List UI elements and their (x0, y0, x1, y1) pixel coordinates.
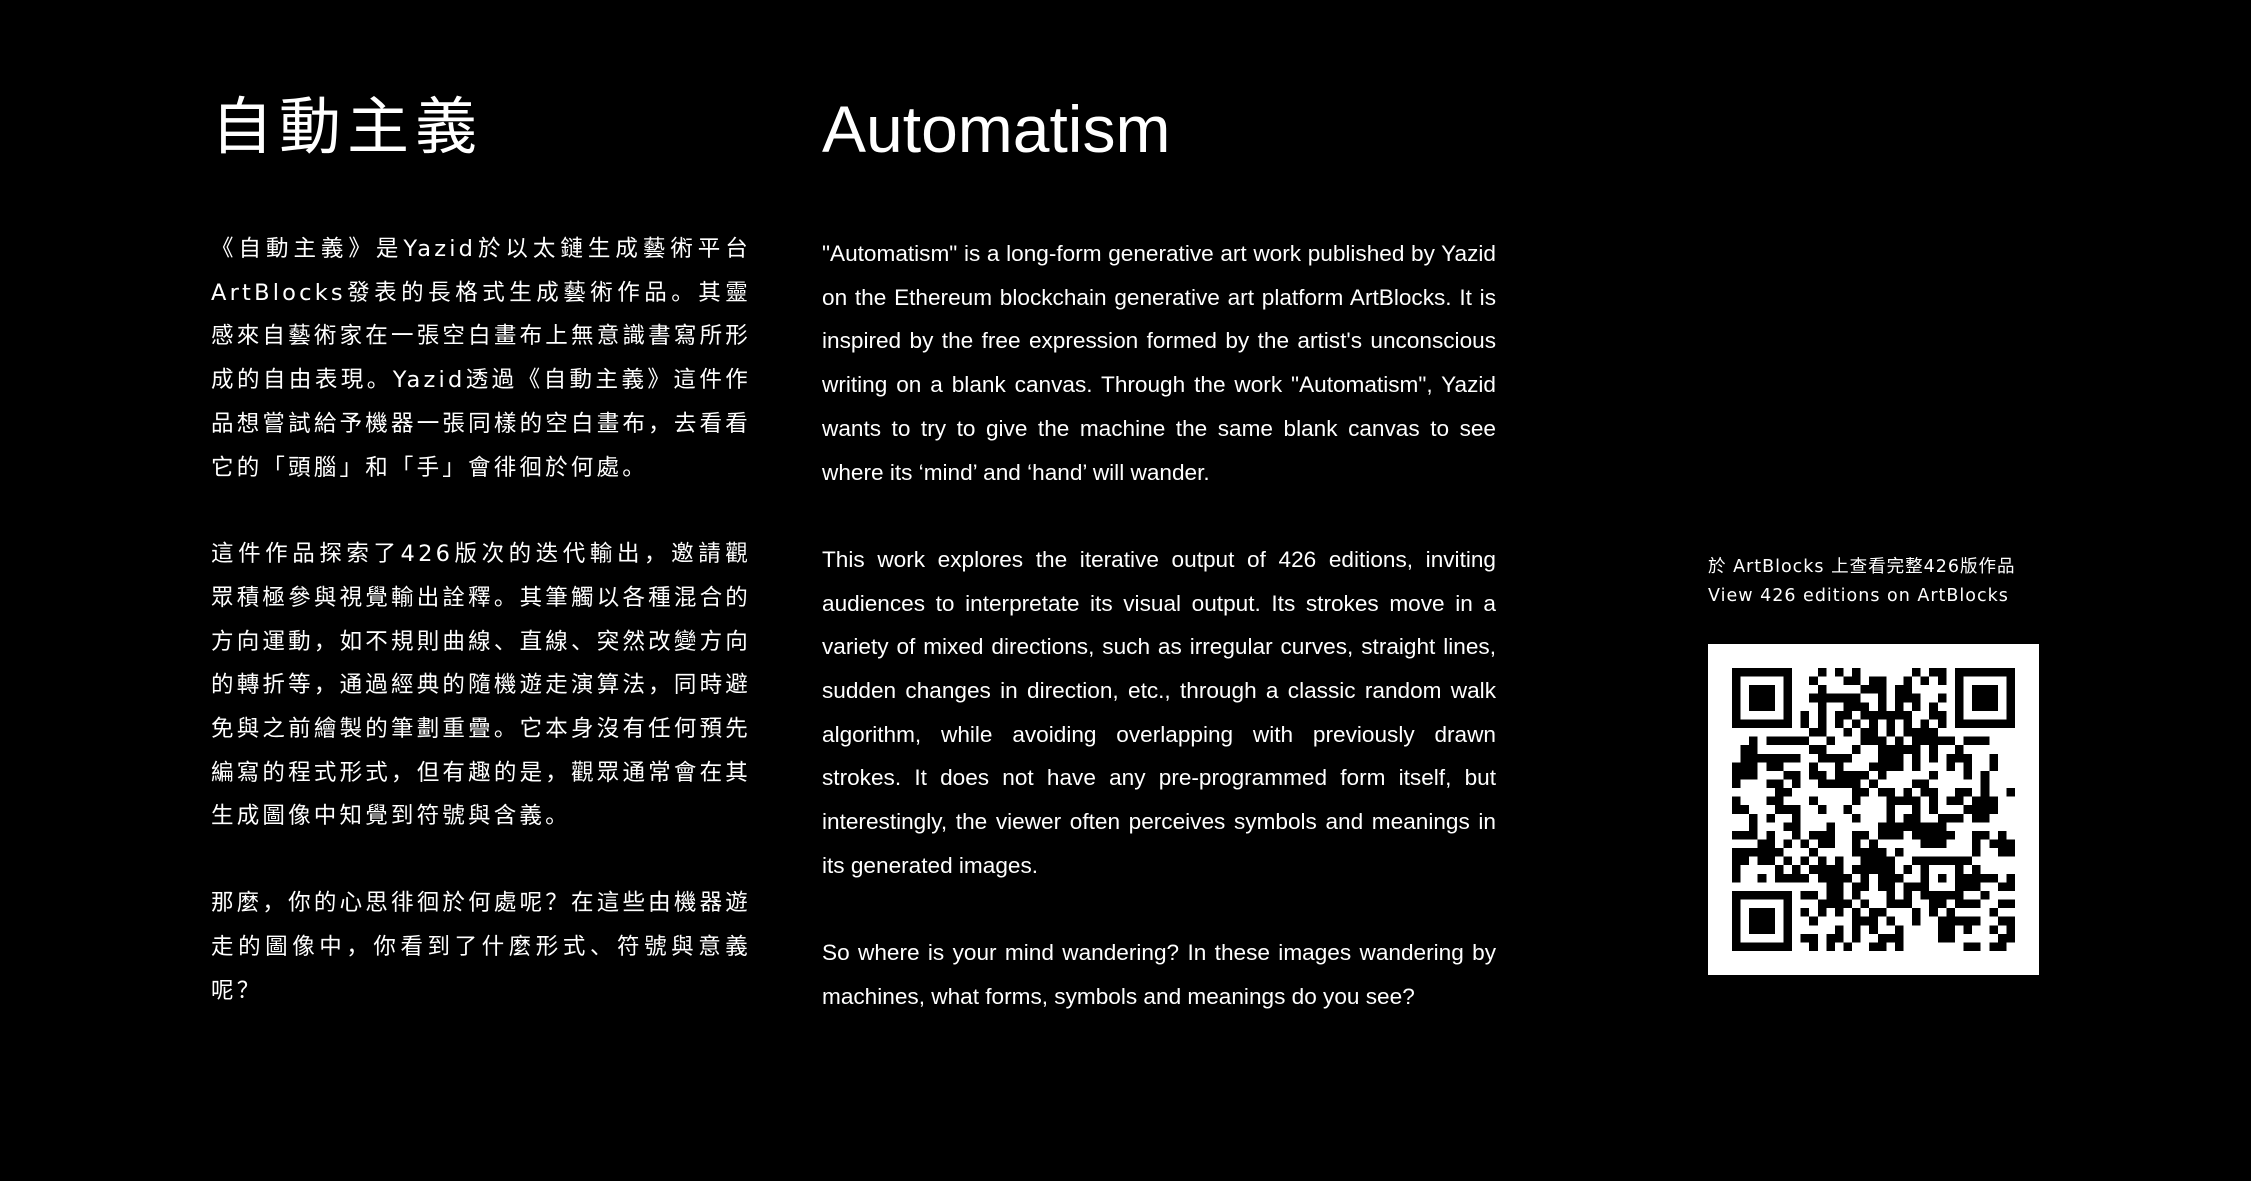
english-column: Automatism "Automatism" is a long-form g… (822, 96, 1496, 1062)
qr-block: 於 ArtBlocks 上查看完整426版作品 View 426 edition… (1708, 553, 2039, 975)
english-title: Automatism (822, 92, 1171, 166)
english-paragraph-2: This work explores the iterative output … (822, 546, 1496, 878)
qr-caption-english: View 426 editions on ArtBlocks (1708, 586, 2009, 606)
qr-caption-chinese: 於 ArtBlocks 上查看完整426版作品 (1708, 557, 2016, 577)
chinese-body: 《自動主義》是Yazid於以太鏈生成藝術平台ArtBlocks發表的長格式生成藝… (211, 228, 751, 1013)
chinese-paragraph-3: 那麼，你的心思徘徊於何處呢？在這些由機器遊走的圖像中，你看到了什麼形式、符號與意… (211, 890, 751, 1004)
english-body: "Automatism" is a long-form generative a… (822, 232, 1496, 1019)
chinese-paragraph-2: 這件作品探索了426版次的迭代輸出，邀請觀眾積極參與視覺輸出詮釋。其筆觸以各種混… (211, 541, 751, 830)
chinese-title: 自動主義 (211, 90, 484, 163)
qr-code-icon (1732, 668, 2015, 951)
chinese-paragraph-1: 《自動主義》是Yazid於以太鏈生成藝術平台ArtBlocks發表的長格式生成藝… (211, 236, 751, 481)
qr-code[interactable] (1708, 644, 2039, 975)
english-paragraph-1: "Automatism" is a long-form generative a… (822, 241, 1496, 485)
chinese-column: 自動主義 《自動主義》是Yazid於以太鏈生成藝術平台ArtBlocks發表的長… (211, 96, 751, 1056)
english-paragraph-3: So where is your mind wandering? In thes… (822, 940, 1496, 1009)
